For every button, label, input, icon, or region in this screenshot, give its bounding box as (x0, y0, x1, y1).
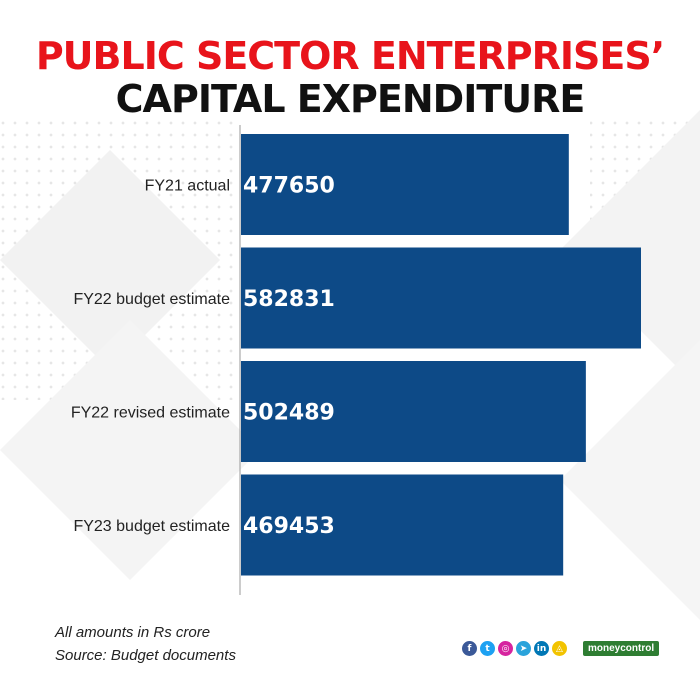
bar-value-label-1: 477650 (243, 174, 335, 199)
bar-value-label-3: 502489 (243, 401, 335, 426)
chart-title-line1: PUBLIC SECTOR ENTERPRISES’ (35, 34, 665, 78)
bar-value-label-4: 469453 (243, 514, 335, 539)
bar-3 (241, 361, 586, 462)
category-label-4: FY23 budget estimate (73, 518, 230, 535)
brand-logo: moneycontrol (583, 641, 660, 656)
twitter-icon[interactable]: t (480, 641, 495, 656)
bar-value-label-2: 582831 (243, 287, 335, 312)
category-label-1: FY21 actual (145, 178, 230, 195)
source-note: Source: Budget documents (55, 647, 236, 664)
snapchat-icon[interactable]: ◬ (552, 641, 567, 656)
telegram-icon[interactable]: ➤ (516, 641, 531, 656)
social-icons: f t ◎ ➤ in ◬ (462, 641, 567, 656)
chart-title-line2: CAPITAL EXPENDITURE (115, 77, 586, 121)
facebook-icon[interactable]: f (462, 641, 477, 656)
linkedin-icon[interactable]: in (534, 641, 549, 656)
bar-1 (241, 134, 569, 235)
category-label-2: FY22 budget estimate (73, 291, 230, 308)
bar-4 (241, 474, 564, 576)
category-label-3: FY22 revised estimate (71, 405, 230, 422)
bar-2 (241, 247, 641, 349)
instagram-icon[interactable]: ◎ (498, 641, 513, 656)
units-note: All amounts in Rs crore (55, 624, 211, 641)
